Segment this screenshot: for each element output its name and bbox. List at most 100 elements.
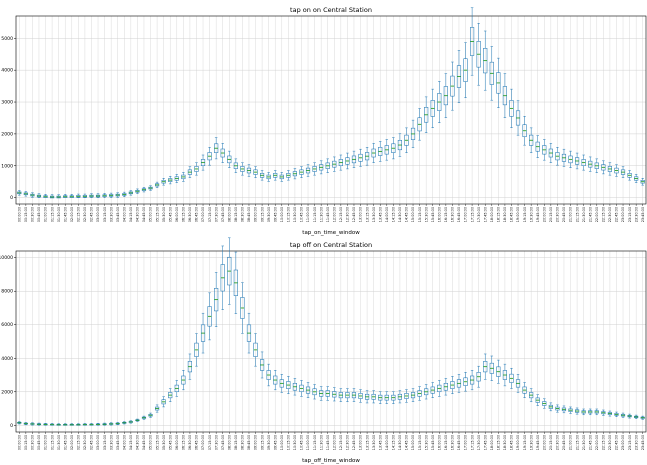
box-07:00:00: [200, 154, 206, 171]
box-17:15:00: [470, 7, 475, 76]
box-00:00:00: [17, 190, 22, 196]
x-tick-label: 13:30:00: [372, 207, 376, 222]
grid: [16, 251, 646, 432]
box-17:45:00: [483, 353, 488, 380]
box-04:30:00: [135, 418, 140, 422]
x-tick-label: 04:30:00: [136, 435, 140, 450]
x-tick-label: 20:30:00: [556, 435, 560, 450]
box-07:15:00: [207, 292, 212, 341]
box-17:45:00: [483, 30, 488, 91]
x-tick-label: 13:45:00: [378, 207, 382, 222]
x-tick-label: 04:45:00: [142, 207, 146, 222]
box-01:45:00: [63, 423, 68, 426]
x-tick-label: 11:45:00: [326, 207, 330, 222]
x-tick-label: 12:00:00: [332, 435, 336, 450]
x-tick-label: 08:45:00: [247, 435, 251, 450]
box-06:00:00: [174, 380, 179, 397]
x-tick-label: 11:15:00: [313, 207, 317, 222]
x-tick-label: 04:15:00: [129, 435, 133, 450]
x-tick-label: 02:00:00: [70, 207, 74, 222]
box-11:45:00: [325, 158, 330, 173]
x-tick-label: 03:15:00: [103, 435, 107, 450]
x-tick-label: 20:00:00: [542, 207, 546, 222]
box-12:45:00: [351, 388, 357, 402]
box-17:30:00: [476, 365, 481, 388]
x-tick-label: 07:30:00: [214, 435, 218, 450]
x-tick-label: 06:45:00: [195, 207, 199, 222]
box-19:00:00: [515, 100, 521, 136]
box-18:45:00: [509, 367, 514, 389]
box-20:15:00: [548, 402, 553, 412]
x-tick-label: 09:15:00: [260, 435, 264, 450]
box-23:15:00: [627, 170, 632, 181]
box-01:30:00: [56, 194, 61, 199]
box-15:45:00: [430, 382, 435, 398]
box-03:00:00: [95, 423, 101, 426]
x-tick-label: 19:30:00: [529, 435, 533, 450]
box-12:15:00: [338, 154, 343, 171]
box-10:15:00: [286, 376, 291, 395]
x-tick-label: 08:15:00: [234, 207, 238, 222]
box-04:30:00: [135, 188, 140, 194]
y-tick-label: 6000: [1, 322, 13, 328]
box-14:15:00: [391, 137, 396, 160]
box-14:30:00: [397, 390, 402, 404]
box-22:30:00: [607, 410, 612, 417]
x-tick-label: 23:00:00: [621, 435, 625, 450]
box-04:15:00: [128, 420, 133, 424]
box-17:15:00: [470, 370, 475, 391]
x-tick-label: 09:45:00: [273, 435, 277, 450]
box-11:45:00: [325, 386, 330, 401]
x-tick-label: 18:00:00: [490, 435, 494, 450]
box-00:15:00: [23, 422, 28, 426]
box-09:30:00: [266, 363, 271, 387]
box-03:15:00: [102, 193, 107, 198]
box-05:15:00: [155, 404, 160, 413]
y-tick-label: 0: [10, 195, 13, 201]
box-02:30:00: [82, 423, 87, 426]
x-tick-label: 17:00:00: [464, 207, 468, 222]
x-tick-label: 14:30:00: [398, 207, 402, 222]
box-13:00:00: [358, 389, 363, 403]
y-tick-label: 2000: [1, 131, 13, 137]
box-01:00:00: [43, 423, 48, 426]
x-tick-label: 18:30:00: [503, 207, 507, 222]
box-14:45:00: [404, 389, 409, 403]
x-tick-label: 06:30:00: [188, 207, 192, 222]
box-11:15:00: [312, 384, 317, 400]
x-tick-label: 00:30:00: [31, 435, 35, 450]
box-23:00:00: [620, 412, 626, 418]
x-tick-label: 19:00:00: [516, 207, 520, 222]
box-20:15:00: [548, 143, 553, 163]
x-tick-label: 12:45:00: [352, 207, 356, 222]
box-19:00:00: [515, 374, 521, 393]
x-tick-label: 15:45:00: [431, 207, 435, 222]
x-tick-label: 16:45:00: [457, 207, 461, 222]
box-08:00:00: [227, 237, 232, 305]
box-07:45:00: [220, 143, 225, 163]
box-15:30:00: [424, 384, 429, 400]
x-tick-label: 22:15:00: [602, 435, 606, 450]
box-16:00:00: [437, 81, 442, 123]
box-09:15:00: [260, 170, 265, 181]
box-06:30:00: [187, 166, 192, 178]
box-19:15:00: [522, 116, 527, 146]
y-tick-label: 4000: [1, 356, 13, 362]
box-12:15:00: [338, 388, 343, 402]
box-07:30:00: [214, 272, 219, 328]
box-06:45:00: [194, 333, 199, 367]
x-tick-label: 05:45:00: [168, 435, 172, 450]
x-tick-label: 09:00:00: [254, 207, 258, 222]
box-02:00:00: [69, 423, 74, 426]
y-tick-label: 1000: [1, 163, 13, 169]
box-01:45:00: [63, 194, 68, 198]
x-tick-label: 20:45:00: [562, 435, 566, 450]
box-20:00:00: [542, 139, 547, 161]
x-tick-label: 22:30:00: [608, 435, 612, 450]
box-21:30:00: [581, 154, 586, 171]
x-tick-label: 07:15:00: [208, 435, 212, 450]
x-tick-label: 11:30:00: [319, 435, 323, 450]
x-tick-label: 19:45:00: [536, 207, 540, 222]
box-19:15:00: [522, 382, 527, 398]
x-tick-label: 09:45:00: [273, 207, 277, 222]
